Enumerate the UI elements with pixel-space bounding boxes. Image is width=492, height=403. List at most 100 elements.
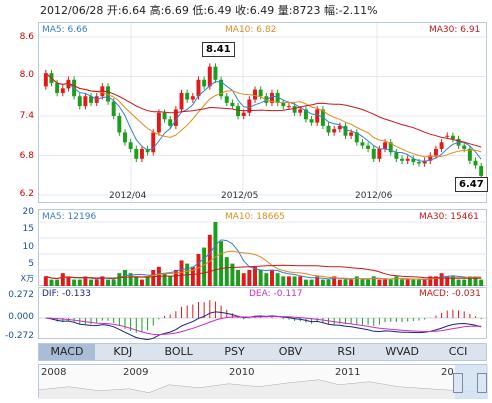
volume-bar [236, 270, 241, 286]
candle-body [219, 79, 224, 97]
volume-bar [173, 270, 178, 286]
candle-body [253, 89, 257, 100]
quote-header: 2012/06/28 开:6.64 高:6.69 低:6.49 收:6.49 量… [40, 2, 378, 18]
navigator-year: 2010 [229, 367, 255, 378]
macd-chart [39, 300, 488, 340]
volume-bar [332, 276, 337, 286]
volume-bar [405, 279, 410, 286]
candle-body [162, 112, 167, 120]
vol-ma10-legend: MA10: 18665 [225, 212, 285, 222]
volume-bar [241, 273, 246, 286]
tab-boll[interactable]: BOLL [164, 345, 193, 358]
volume-bar [298, 276, 303, 286]
candle-body [303, 109, 308, 120]
quote-date: 2012/06/28 [40, 4, 104, 17]
ma5-line [45, 72, 482, 162]
candle-body [190, 96, 195, 100]
candle-body [377, 148, 382, 159]
price-y-tick: 6.2 [19, 189, 34, 199]
volume-bar [337, 279, 342, 286]
volume-bar [117, 273, 122, 286]
tab-psy[interactable]: PSY [224, 345, 245, 358]
volume-bar [145, 276, 150, 286]
navigator-year: 2009 [123, 367, 149, 378]
volume-bar [94, 279, 99, 286]
macd-legend: MACD: -0.031 [419, 289, 481, 299]
volume-bar [270, 270, 274, 286]
macd-y-tick: 0.000 [8, 312, 34, 322]
navigator-right-handle[interactable] [477, 373, 487, 393]
candle-body [202, 79, 207, 87]
candle-body [123, 132, 127, 143]
price-y-tick: 7.4 [19, 111, 34, 121]
volume-bar [151, 270, 156, 286]
candle-body [151, 132, 156, 153]
volume-bar [383, 279, 388, 286]
volume-chart-panel[interactable]: MA5: 12196 MA10: 18665 MA30: 15461 [38, 209, 488, 286]
time-navigator[interactable]: 2008 2009 2010 2011 20 [38, 364, 488, 399]
volume-bar [467, 276, 472, 286]
navigator-left-handle[interactable] [453, 373, 463, 393]
volume-bar [168, 276, 173, 286]
volume-bar [123, 270, 127, 286]
macd-chart-panel[interactable]: DIF: -0.133 DEA: -0.117 MACD: -0.031 [38, 287, 488, 340]
tab-macd[interactable]: MACD [39, 344, 95, 360]
low-label: 低: [192, 4, 208, 17]
volume-bar [456, 279, 461, 286]
candle-body [479, 166, 484, 176]
candle-body [111, 101, 116, 116]
candle-body [337, 125, 342, 130]
volume-bar [473, 276, 478, 286]
volume-bar [202, 247, 207, 286]
tab-obv[interactable]: OBV [278, 345, 303, 358]
change-label: 幅: [324, 4, 339, 17]
candle-body [230, 102, 235, 107]
candle-body [405, 158, 410, 161]
volume-y-tick: 20 [22, 207, 34, 217]
tab-cci[interactable]: CCI [448, 345, 468, 358]
price-chart-panel[interactable]: MA5: 6.66 MA10: 6.82 MA30: 6.91 2012/04 … [38, 22, 488, 204]
candle-body [343, 125, 348, 136]
volume-y-tick: 10 [22, 242, 34, 252]
volume-bar [213, 222, 218, 286]
high-label: 高: [149, 4, 165, 17]
volume-bar [445, 276, 450, 286]
volume-bar [100, 276, 105, 286]
volume-bar [388, 279, 393, 286]
candle-body [43, 73, 48, 87]
candle-body [462, 145, 467, 149]
candle-body [264, 96, 269, 103]
volume-bar [450, 276, 455, 286]
volume-bar [77, 279, 82, 286]
ma5-legend: MA5: 6.66 [42, 25, 88, 35]
tab-kdj[interactable]: KDJ [113, 345, 133, 358]
ma10-line [45, 72, 482, 158]
open-label: 开: [106, 4, 122, 17]
candle-body [445, 135, 450, 137]
vol-ma5-legend: MA5: 12196 [42, 212, 97, 222]
volume-bar [43, 276, 48, 286]
volume-bar [303, 279, 308, 286]
volume-bar [55, 279, 60, 286]
volume-bar [394, 276, 399, 286]
volume-bar [264, 273, 269, 286]
candle-body [286, 106, 291, 108]
volume-bar [439, 273, 444, 286]
tab-rsi[interactable]: RSI [337, 345, 356, 358]
volume-bar [134, 276, 139, 286]
candle-body [417, 162, 421, 164]
volume-bar [315, 276, 320, 286]
volume-bar [411, 279, 416, 286]
change-value: -2.11% [338, 4, 378, 17]
candle-body [241, 112, 246, 116]
macd-y-tick: -0.272 [4, 331, 34, 341]
price-x-tick: 2012/04 [109, 191, 147, 201]
high-value: 6.69 [164, 4, 189, 17]
candle-body [428, 155, 433, 161]
volume-bar [196, 254, 201, 286]
volume-bar [139, 279, 144, 286]
volume-bar [428, 276, 433, 286]
tab-wvad[interactable]: WVAD [385, 345, 420, 358]
volume-bar [162, 273, 167, 286]
candle-body [275, 92, 280, 103]
